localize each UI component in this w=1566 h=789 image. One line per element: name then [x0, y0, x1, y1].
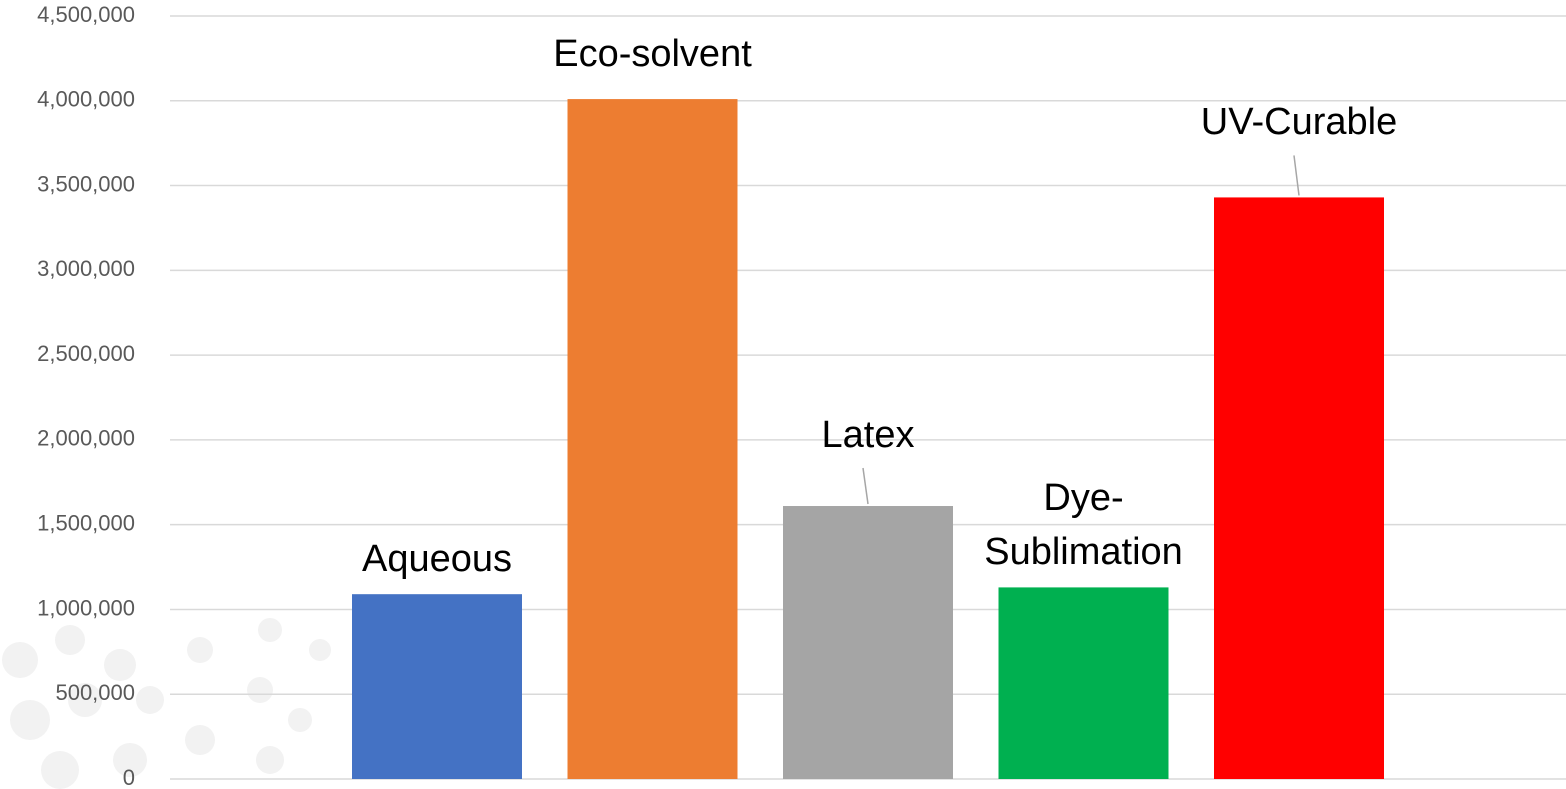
bar	[567, 99, 738, 780]
data-label: Latex	[821, 414, 915, 457]
y-tick-label: 4,500,000	[37, 2, 135, 27]
y-tick-label: 2,000,000	[37, 426, 135, 451]
leader-line	[1293, 155, 1300, 196]
bar	[998, 587, 1169, 779]
leader-line	[862, 467, 869, 505]
data-label: Aqueous	[361, 538, 512, 581]
bar	[1214, 197, 1384, 779]
y-tick-label: 0	[123, 765, 135, 789]
y-tick-label: 1,000,000	[37, 595, 135, 620]
background-dots	[2, 618, 331, 789]
y-tick-label: 500,000	[55, 680, 135, 705]
data-label: UV-Curable	[1200, 101, 1398, 144]
y-tick-label: 1,500,000	[37, 510, 135, 535]
y-tick-label: 3,500,000	[37, 171, 135, 196]
y-tick-label: 3,000,000	[37, 256, 135, 281]
bar	[783, 506, 953, 779]
y-tick-label: 4,000,000	[37, 87, 135, 112]
data-label: Eco-solvent	[553, 33, 752, 76]
y-tick-label: 2,500,000	[37, 341, 135, 366]
data-label: Dye-Sublimation	[984, 477, 1183, 574]
bar	[352, 594, 522, 779]
